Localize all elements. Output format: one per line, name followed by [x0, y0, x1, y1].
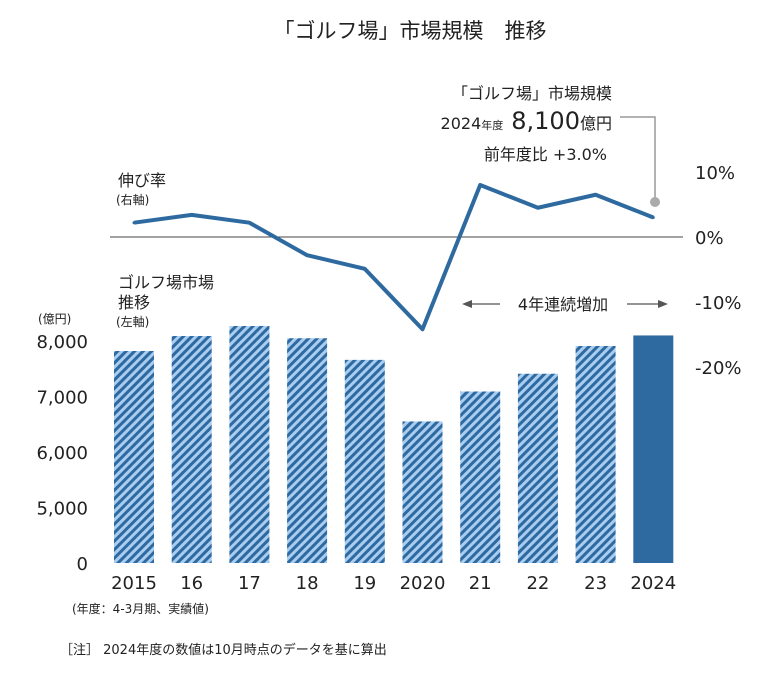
annotation-year: 2024 [441, 114, 482, 133]
annotation-value: 8,100 [511, 107, 580, 135]
x-tick-label: 18 [296, 573, 319, 594]
line-point-22 [536, 206, 540, 210]
x-tick-label: 19 [353, 573, 376, 594]
growth-line [133, 183, 655, 332]
x-tick-label: 2015 [111, 573, 157, 594]
line-point-2015 [132, 221, 136, 225]
left-axis-unit: (億円) [38, 312, 71, 326]
line-axis-note: (右軸) [116, 192, 149, 207]
arrow-left-icon [462, 300, 472, 308]
x-tick-label: 22 [526, 573, 549, 594]
bar-series-label-1: ゴルフ場市場 [118, 273, 214, 292]
x-tick-label: 17 [238, 573, 261, 594]
line-point-16 [190, 213, 194, 217]
right-tick-label: -20% [695, 358, 742, 379]
footnote: ［注］ 2024年度の数値は10月時点のデータを基に算出 [60, 642, 387, 658]
x-note: (年度：4-3月期、実績値) [72, 601, 209, 616]
x-tick-label: 21 [469, 573, 492, 594]
line-point-23 [594, 193, 598, 197]
annotation-leader [620, 116, 656, 200]
annotation-unit: 億円 [580, 114, 612, 133]
left-tick-label: 7,000 [36, 388, 88, 409]
line-point-17 [247, 221, 251, 225]
annotation-yoy: 前年度比 +3.0% [484, 145, 607, 164]
x-tick-label: 23 [584, 573, 607, 594]
annotation-value-line: 2024年度 8,100億円 [441, 107, 612, 135]
bar-18 [287, 338, 328, 563]
bar-2024 [633, 335, 674, 563]
right-tick-label: 0% [695, 228, 724, 249]
bar-22 [517, 373, 558, 563]
line-series-label: 伸び率 [118, 171, 166, 190]
right-tick-label: -10% [695, 293, 742, 314]
bar-23 [575, 345, 616, 563]
bar-2020 [402, 421, 443, 563]
annotation-title: 「ゴルフ場」市場規模 [452, 84, 612, 103]
right-tick-label: 10% [695, 163, 735, 184]
x-tick-label: 2024 [630, 573, 676, 594]
bar-series-label-2: 推移 [118, 293, 150, 312]
left-tick-label: 8,000 [36, 332, 88, 353]
annotation-dot [650, 197, 660, 207]
chart-title: 「ゴルフ場」市場規模 推移 [274, 19, 547, 43]
annotation-year-suffix: 年度 [481, 118, 503, 132]
line-point-18 [305, 253, 309, 257]
line-point-2024 [651, 216, 655, 219]
streak-label: 4年連続増加 [518, 295, 608, 314]
line-point-19 [363, 267, 367, 271]
bar-axis-note: (左軸) [116, 314, 149, 329]
left-tick-label: 0 [77, 554, 88, 575]
bar-17 [229, 326, 270, 563]
line-point-2020 [421, 327, 424, 331]
left-tick-label: 6,000 [36, 443, 88, 464]
line-point-21 [478, 183, 482, 187]
bar-19 [344, 359, 385, 563]
x-tick-label: 2020 [400, 573, 446, 594]
bar-16 [171, 336, 212, 563]
left-tick-label: 5,000 [36, 499, 88, 520]
bar-2015 [114, 350, 154, 563]
x-tick-label: 16 [180, 573, 203, 594]
bar-21 [460, 391, 501, 563]
arrow-right-icon [658, 300, 668, 308]
